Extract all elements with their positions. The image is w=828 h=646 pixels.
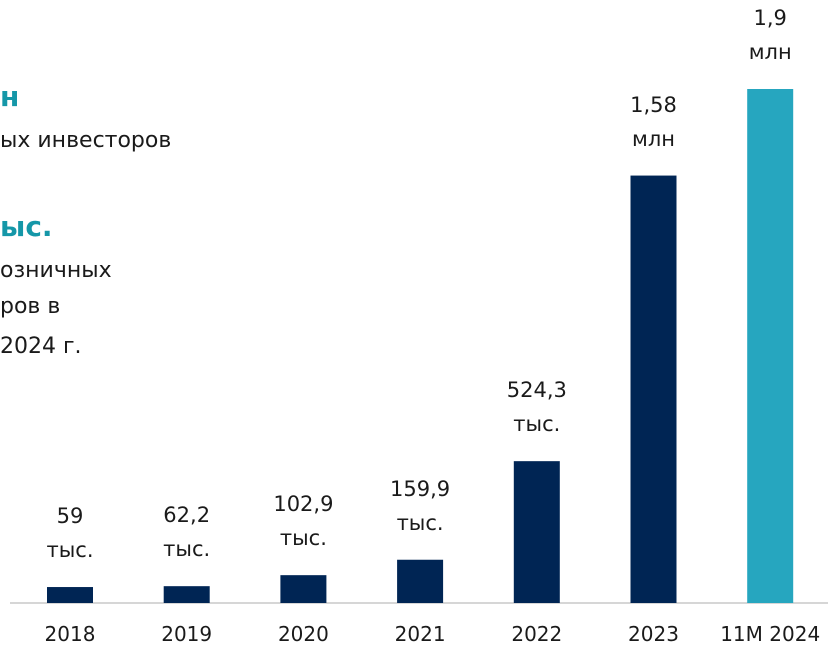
x-tick-label: 2022 xyxy=(511,622,563,646)
bar xyxy=(47,587,93,603)
bar xyxy=(163,586,210,603)
x-tick-label: 2023 xyxy=(628,622,679,646)
bar xyxy=(513,461,560,603)
value-label: 1,58 млн xyxy=(630,92,677,151)
annotation: ров в xyxy=(0,294,61,319)
annotation: 2024 г. xyxy=(0,334,82,359)
value-label: 59 тыс. xyxy=(46,504,94,563)
bar xyxy=(397,559,444,603)
x-tick-label: 2020 xyxy=(277,622,329,646)
x-tick-label: 11M 2024 xyxy=(720,622,821,646)
annotation: ыс. xyxy=(0,210,53,243)
x-tick-label: 2021 xyxy=(394,622,446,646)
value-label: 62,2 тыс. xyxy=(163,503,211,562)
value-label: 1,9 млн xyxy=(748,6,792,64)
annotation: озничных xyxy=(0,258,112,283)
bar xyxy=(280,575,327,603)
x-tick-label: 2019 xyxy=(161,622,213,646)
value-label: 524,3 тыс. xyxy=(506,378,567,437)
x-tick-label: 2018 xyxy=(44,622,96,646)
annotation: ых инвесторов xyxy=(0,128,172,153)
value-label: 102,9 тыс. xyxy=(273,492,334,551)
annotation: н xyxy=(0,80,20,113)
bar xyxy=(630,175,677,603)
bar xyxy=(747,89,794,603)
value-label: 159,9 тыс. xyxy=(390,476,451,535)
